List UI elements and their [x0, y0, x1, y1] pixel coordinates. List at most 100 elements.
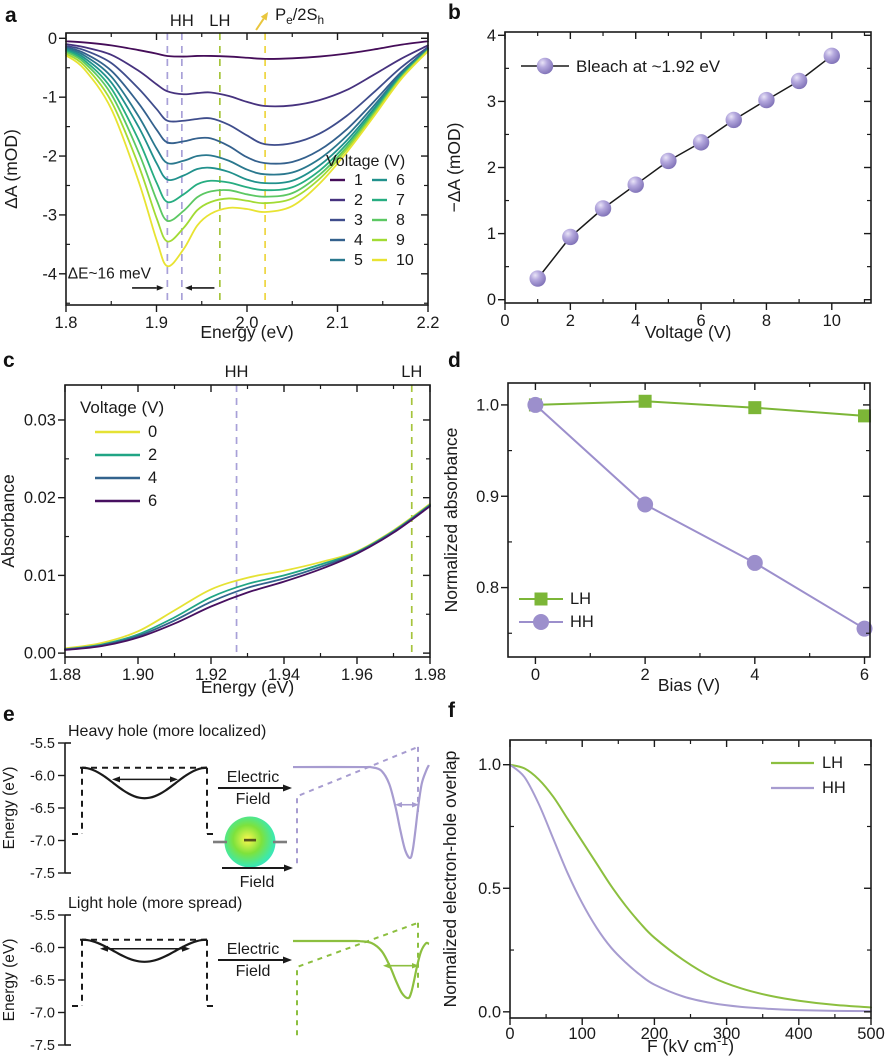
axes-ticks — [59, 33, 429, 312]
x-tick-label: 2.1 — [326, 314, 349, 332]
x-tick-label: 4 — [750, 666, 759, 684]
series-LH — [534, 400, 866, 417]
x-tick-label: 1.88 — [49, 666, 81, 684]
legend-label: 2 — [354, 192, 363, 209]
arrow-head — [185, 285, 193, 291]
arrow-head — [412, 802, 419, 808]
well-walls-dashed — [81, 767, 208, 834]
shift-arrow — [395, 802, 419, 808]
axes-ticks — [501, 383, 870, 664]
legend-label: 9 — [396, 232, 405, 249]
panel-c-chart: HH LH 1.88 1.90 1.92 1.94 1.96 1.98 0.00 0.01 0.02… — [0, 363, 446, 697]
arrow-head — [395, 802, 402, 808]
tilted-well — [292, 745, 430, 864]
legend: Voltage (V) 0 2 4 6 — [80, 398, 164, 510]
panel-b-letter: b — [448, 1, 461, 24]
well-walls-dashed — [81, 939, 208, 1006]
series-group — [64, 503, 431, 651]
series-4 — [65, 46, 429, 165]
vline-label: HH — [170, 12, 194, 30]
series-10 — [65, 50, 429, 268]
data-point-circle — [746, 554, 763, 571]
tilted-well — [292, 921, 430, 1036]
x-tick-label: 400 — [785, 1025, 813, 1043]
y-tick-label: 0.03 — [24, 411, 56, 429]
electric-field-label: Electric — [227, 769, 279, 786]
hole-wavefunction — [81, 766, 208, 800]
series-8 — [65, 49, 429, 222]
legend: LH HH — [519, 590, 594, 631]
arrow-head — [156, 285, 164, 291]
vline-label: LH — [209, 12, 230, 30]
series-5 — [65, 47, 429, 176]
data-point-sphere — [562, 228, 579, 246]
pe2sh-arrow — [255, 12, 269, 31]
field-direction-arrow — [222, 864, 293, 872]
x-tick-label: 0 — [500, 312, 509, 330]
spread-arrow — [112, 776, 178, 783]
electron-minus: − — [243, 827, 257, 854]
data-point-circle — [527, 396, 544, 413]
axes-ticks — [58, 385, 431, 664]
series-HH — [509, 763, 872, 1013]
arrow-head — [170, 776, 178, 783]
y-tick-label: -4 — [42, 265, 57, 283]
series-group — [529, 47, 840, 287]
x-axis-label: Energy (eV) — [201, 677, 294, 697]
legend-label: 4 — [148, 469, 157, 487]
legend-label: 7 — [396, 192, 405, 209]
arrow-head — [283, 956, 292, 964]
energy-tick-label: -7.5 — [30, 1038, 55, 1054]
plot-frame — [64, 384, 431, 658]
y-tick-label: -1 — [42, 89, 57, 107]
data-point-circle — [637, 496, 654, 513]
y-tick-label: 1.0 — [478, 756, 501, 774]
x-tick-label: 2 — [566, 312, 575, 330]
diagram-title: Light hole (more spread) — [68, 895, 242, 912]
panel-d-chart: 0 2 4 6 0.8 0.9 1.0 Bias (V) Normalized absorban… — [441, 382, 873, 695]
axes-ticks — [498, 32, 871, 310]
panel-f-letter: f — [448, 699, 455, 722]
x-tick-label: 1.9 — [145, 314, 168, 332]
series-1 — [65, 40, 429, 60]
series-group — [65, 40, 429, 268]
legend: Voltage (V) 1 2 3 4 5 6 7 8 9 10 — [326, 153, 414, 269]
arrow-head — [383, 962, 390, 969]
series-9 — [65, 49, 429, 243]
panel-c-letter: c — [3, 349, 15, 372]
electron-sphere — [224, 816, 276, 868]
y-axis-label: Normalized electron-hole overlap — [440, 751, 460, 1008]
potential-well — [72, 938, 217, 1007]
delta-e-arrow — [132, 285, 164, 291]
potential-well — [72, 766, 217, 835]
electron-illustration: − Field — [213, 816, 293, 891]
series-Bleach at ~1.92 eV — [536, 55, 833, 280]
plot-frame — [509, 739, 872, 1019]
y-axis-label: Absorbance — [0, 474, 18, 567]
energy-tick-label: -7.5 — [30, 866, 55, 882]
y-tick-label: 0.9 — [476, 488, 499, 506]
panel-f-chart: 0 100 200 300 400 500 0.0 0.5 1.0 F (kV cm-1) Norm… — [440, 739, 885, 1056]
panel-b-chart: 0 2 4 6 8 10 0 1 2 3 4 Voltage (V) −ΔA (mOD) Bleach a… — [444, 27, 872, 342]
arrow-head — [283, 784, 292, 792]
x-tick-label: 300 — [713, 1025, 741, 1043]
x-tick-label: 1.90 — [122, 666, 154, 684]
x-tick-label: 1.96 — [341, 666, 373, 684]
y-tick-label: 0.00 — [24, 645, 56, 663]
x-axis-label: Energy (eV) — [200, 322, 293, 342]
x-tick-label: 2.2 — [417, 314, 440, 332]
legend-label: 4 — [354, 232, 363, 249]
y-tick-label: 1.0 — [476, 396, 499, 414]
legend-label: Bleach at ~1.92 eV — [576, 57, 721, 76]
data-point-sphere — [536, 57, 554, 75]
x-tick-label: 8 — [762, 312, 771, 330]
x-tick-label: 1.8 — [55, 314, 78, 332]
energy-tick-label: -5.5 — [30, 908, 55, 924]
data-point-square — [638, 394, 652, 408]
y-tick-label: 0.8 — [476, 579, 499, 597]
legend-label: 10 — [396, 252, 414, 269]
legend-label: HH — [570, 613, 594, 631]
data-point-sphere — [529, 270, 546, 287]
legend-label: LH — [570, 590, 591, 608]
